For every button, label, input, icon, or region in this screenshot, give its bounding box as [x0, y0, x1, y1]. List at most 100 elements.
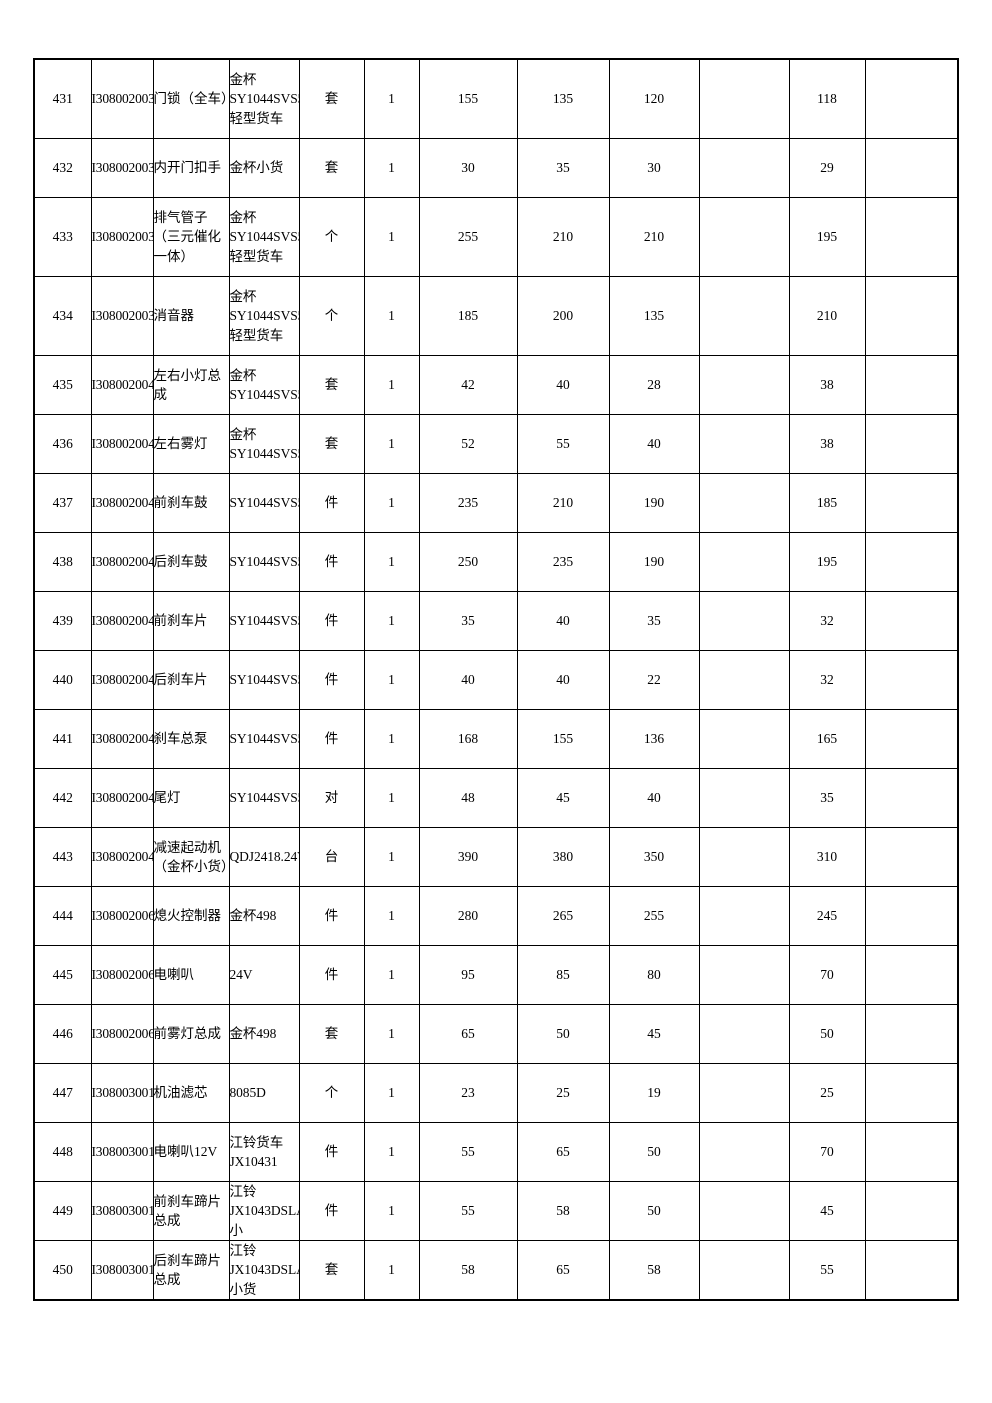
cell-serial-number: 431 [33, 58, 92, 139]
cell-part-name: 尾灯 [152, 768, 230, 828]
cell-remark [864, 650, 959, 710]
cell-part-name: 机油滤芯 [152, 1063, 230, 1123]
cell-part-code: I308002003009 [90, 276, 154, 356]
cell-price-5: 70 [788, 1122, 866, 1182]
cell-unit: 个 [298, 197, 365, 277]
cell-price-2: 380 [516, 827, 610, 887]
cell-price-3: 28 [608, 355, 700, 415]
cell-part-code: I308003001001 [90, 1063, 154, 1123]
cell-price-3: 40 [608, 414, 700, 474]
cell-remark [864, 197, 959, 277]
cell-remark [864, 1063, 959, 1123]
cell-serial-number: 439 [33, 591, 92, 651]
cell-price-2: 210 [516, 473, 610, 533]
cell-part-code: I308002004010 [90, 591, 154, 651]
cell-price-1: 58 [418, 1240, 518, 1301]
cell-unit: 件 [298, 591, 365, 651]
cell-remark [864, 591, 959, 651]
cell-part-code: I308002004004 [90, 355, 154, 415]
cell-remark [864, 473, 959, 533]
cell-price-5: 32 [788, 591, 866, 651]
table-row: 439I308002004010前刹车片SY1044SVS5件135403532 [33, 591, 959, 651]
cell-price-3: 350 [608, 827, 700, 887]
cell-part-code: I308002006001 [90, 886, 154, 946]
cell-price-5: 50 [788, 1004, 866, 1064]
cell-price-4 [698, 58, 790, 139]
cell-unit: 件 [298, 650, 365, 710]
cell-price-2: 65 [516, 1122, 610, 1182]
cell-serial-number: 434 [33, 276, 92, 356]
cell-price-3: 30 [608, 138, 700, 198]
cell-serial-number: 432 [33, 138, 92, 198]
cell-price-4 [698, 1004, 790, 1064]
cell-price-4 [698, 650, 790, 710]
cell-unit: 个 [298, 276, 365, 356]
table-row: 449I308003001003前刹车蹄片总成江铃JX1043DSLA2小件15… [33, 1181, 959, 1241]
cell-quantity: 1 [363, 355, 420, 415]
cell-unit: 件 [298, 473, 365, 533]
cell-unit: 件 [298, 1181, 365, 1241]
cell-part-name: 减速起动机（金杯小货） [152, 827, 230, 887]
cell-remark [864, 276, 959, 356]
cell-price-3: 120 [608, 58, 700, 139]
cell-price-4 [698, 768, 790, 828]
cell-price-4 [698, 138, 790, 198]
cell-price-2: 85 [516, 945, 610, 1005]
cell-specification: 金杯SY1044SVS5轻型货车 [228, 276, 300, 356]
cell-unit: 件 [298, 532, 365, 592]
cell-quantity: 1 [363, 768, 420, 828]
cell-remark [864, 1122, 959, 1182]
cell-price-2: 235 [516, 532, 610, 592]
cell-part-code: I308002004008 [90, 473, 154, 533]
cell-price-2: 265 [516, 886, 610, 946]
cell-serial-number: 433 [33, 197, 92, 277]
cell-price-5: 70 [788, 945, 866, 1005]
cell-remark [864, 1004, 959, 1064]
cell-price-1: 235 [418, 473, 518, 533]
cell-price-3: 58 [608, 1240, 700, 1301]
cell-unit: 件 [298, 709, 365, 769]
cell-quantity: 1 [363, 1004, 420, 1064]
cell-part-code: I308002004015 [90, 827, 154, 887]
cell-price-2: 65 [516, 1240, 610, 1301]
cell-part-code: I308003001002 [90, 1122, 154, 1182]
cell-price-3: 135 [608, 276, 700, 356]
cell-serial-number: 438 [33, 532, 92, 592]
cell-unit: 件 [298, 1122, 365, 1182]
cell-specification: 江铃货车JX10431 [228, 1122, 300, 1182]
cell-price-5: 38 [788, 414, 866, 474]
cell-price-1: 48 [418, 768, 518, 828]
parts-price-table: 431I308002003002门锁（全车）金杯SY1044SVS5轻型货车套1… [33, 58, 959, 1301]
cell-quantity: 1 [363, 709, 420, 769]
cell-price-5: 195 [788, 532, 866, 592]
cell-quantity: 1 [363, 197, 420, 277]
cell-part-name: 内开门扣手 [152, 138, 230, 198]
cell-price-3: 190 [608, 473, 700, 533]
cell-price-4 [698, 414, 790, 474]
cell-serial-number: 448 [33, 1122, 92, 1182]
cell-serial-number: 450 [33, 1240, 92, 1301]
cell-price-5: 38 [788, 355, 866, 415]
cell-remark [864, 1181, 959, 1241]
cell-unit: 套 [298, 1004, 365, 1064]
cell-remark [864, 709, 959, 769]
cell-specification: SY1044SVS5 [228, 473, 300, 533]
cell-part-code: I308003001004 [90, 1240, 154, 1301]
cell-remark [864, 1240, 959, 1301]
table-row: 436I308002004005左右雾灯金杯SY1044SVS5套1525540… [33, 414, 959, 474]
cell-part-code: I308002006003 [90, 1004, 154, 1064]
cell-part-name: 排气管子（三元催化一体） [152, 197, 230, 277]
cell-part-name: 后刹车片 [152, 650, 230, 710]
cell-price-1: 155 [418, 58, 518, 139]
cell-price-3: 136 [608, 709, 700, 769]
cell-price-3: 19 [608, 1063, 700, 1123]
cell-unit: 套 [298, 355, 365, 415]
cell-price-5: 45 [788, 1181, 866, 1241]
cell-price-4 [698, 197, 790, 277]
cell-specification: 江铃JX1043DSLA2小 [228, 1181, 300, 1241]
cell-quantity: 1 [363, 1063, 420, 1123]
cell-remark [864, 58, 959, 139]
cell-specification: SY1044SVS5 [228, 591, 300, 651]
cell-part-code: I308002003002 [90, 58, 154, 139]
cell-quantity: 1 [363, 1181, 420, 1241]
